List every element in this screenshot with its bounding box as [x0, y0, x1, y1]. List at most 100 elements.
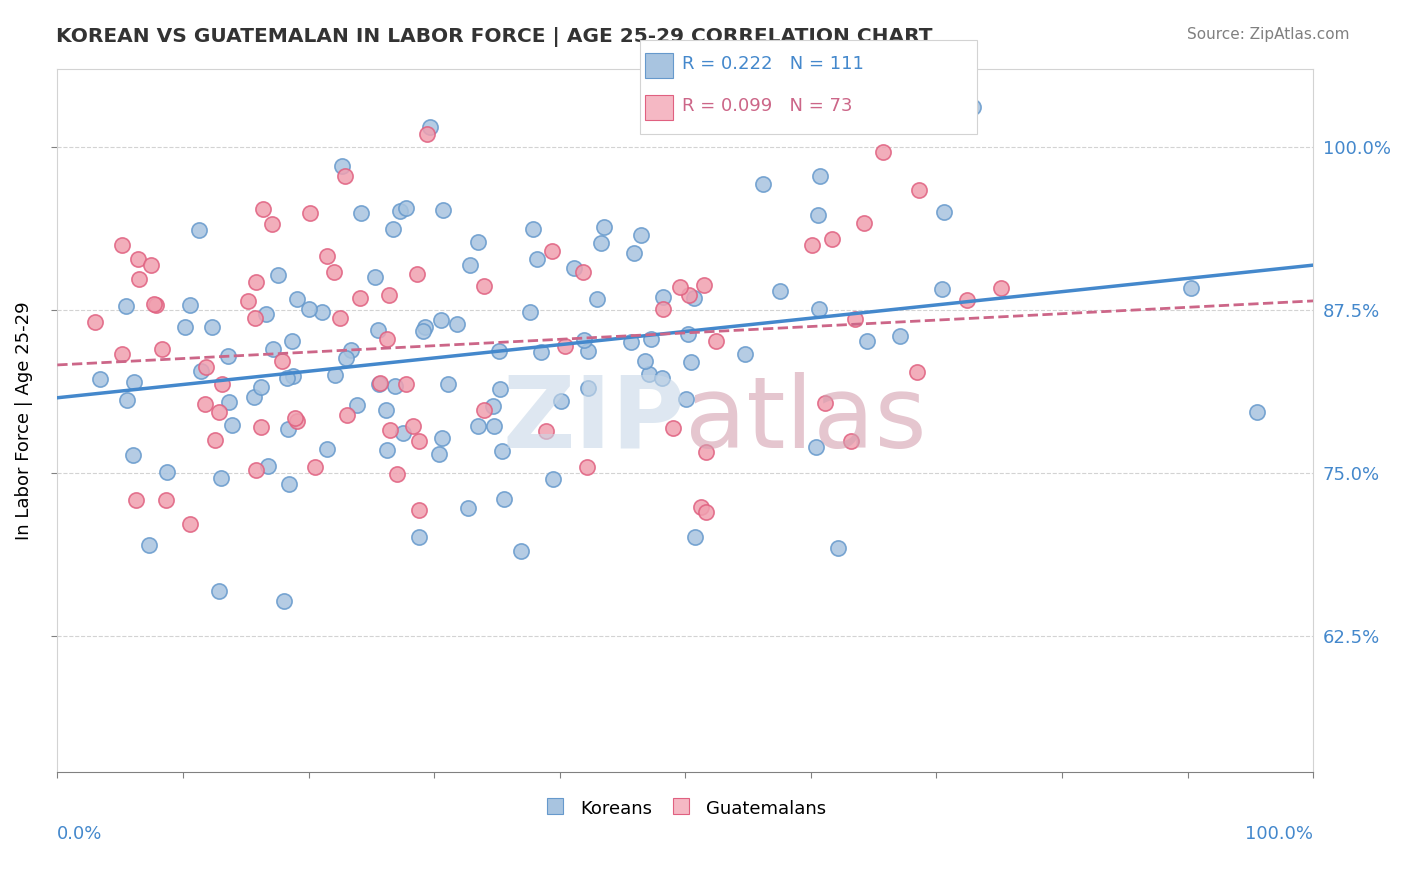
- Point: [330, 159, 353, 173]
- Point: [329, 311, 352, 326]
- Point: [432, 202, 454, 217]
- Point: [427, 446, 450, 460]
- Point: [339, 343, 361, 357]
- Point: [150, 343, 173, 357]
- Legend: Koreans, Guatemalans: Koreans, Guatemalans: [536, 789, 835, 827]
- Point: [571, 264, 593, 278]
- Text: atlas: atlas: [685, 372, 927, 469]
- Point: [419, 120, 441, 134]
- Point: [510, 544, 533, 558]
- Point: [260, 217, 283, 231]
- Point: [325, 368, 347, 382]
- Point: [1246, 405, 1268, 419]
- Point: [254, 307, 277, 321]
- Point: [734, 347, 756, 361]
- Point: [242, 390, 264, 404]
- Point: [550, 393, 572, 408]
- Point: [408, 530, 430, 544]
- Point: [408, 434, 430, 448]
- Point: [437, 377, 460, 392]
- Point: [395, 201, 418, 215]
- Point: [384, 379, 406, 393]
- Point: [962, 100, 984, 114]
- Point: [530, 345, 553, 359]
- Point: [277, 422, 299, 436]
- Point: [675, 392, 697, 407]
- Point: [472, 279, 495, 293]
- Point: [412, 324, 434, 338]
- Point: [201, 320, 224, 334]
- Point: [349, 291, 371, 305]
- Point: [111, 238, 134, 252]
- Point: [377, 288, 399, 302]
- Point: [807, 209, 830, 223]
- Point: [374, 402, 396, 417]
- Point: [640, 332, 662, 346]
- Point: [460, 258, 482, 272]
- Text: 0.0%: 0.0%: [58, 824, 103, 843]
- Point: [852, 216, 875, 230]
- Point: [128, 272, 150, 286]
- Text: R = 0.099   N = 73: R = 0.099 N = 73: [682, 97, 852, 115]
- Point: [127, 252, 149, 267]
- Point: [179, 517, 201, 532]
- Point: [519, 305, 541, 319]
- Point: [208, 405, 231, 419]
- Point: [156, 465, 179, 479]
- Point: [488, 382, 510, 396]
- Text: 100.0%: 100.0%: [1246, 824, 1313, 843]
- Point: [188, 223, 211, 237]
- Point: [89, 372, 111, 386]
- Point: [122, 375, 145, 389]
- Point: [592, 219, 614, 234]
- Point: [586, 292, 609, 306]
- Point: [179, 298, 201, 312]
- Y-axis label: In Labor Force | Age 25-29: In Labor Force | Age 25-29: [15, 301, 32, 540]
- Point: [488, 344, 510, 359]
- Point: [139, 258, 162, 272]
- Point: [704, 334, 727, 348]
- Point: [382, 222, 405, 236]
- Point: [668, 280, 690, 294]
- Point: [211, 377, 233, 392]
- Point: [252, 202, 274, 217]
- Point: [541, 244, 564, 259]
- Point: [804, 440, 827, 454]
- Point: [679, 355, 702, 369]
- Point: [117, 392, 139, 407]
- Point: [221, 418, 243, 433]
- Point: [155, 492, 177, 507]
- Point: [630, 228, 652, 243]
- Point: [855, 334, 877, 348]
- Point: [143, 297, 166, 311]
- Point: [367, 376, 389, 391]
- Point: [872, 145, 894, 160]
- Point: [564, 261, 586, 276]
- Point: [634, 353, 657, 368]
- Point: [931, 282, 953, 296]
- Point: [190, 364, 212, 378]
- Point: [367, 323, 389, 337]
- Point: [620, 335, 643, 350]
- Point: [380, 424, 402, 438]
- Point: [336, 408, 359, 422]
- Point: [413, 320, 436, 334]
- Point: [905, 365, 928, 379]
- Point: [575, 460, 598, 475]
- Point: [389, 204, 412, 219]
- Point: [651, 370, 673, 384]
- Point: [589, 236, 612, 251]
- Point: [208, 583, 231, 598]
- Point: [827, 541, 849, 556]
- Point: [651, 290, 673, 304]
- Point: [283, 369, 305, 384]
- Point: [277, 476, 299, 491]
- Point: [375, 332, 398, 346]
- Point: [209, 471, 232, 485]
- Point: [395, 377, 418, 392]
- Point: [250, 419, 273, 434]
- Point: [115, 299, 138, 313]
- Point: [245, 310, 267, 325]
- Point: [638, 367, 661, 381]
- Point: [245, 463, 267, 477]
